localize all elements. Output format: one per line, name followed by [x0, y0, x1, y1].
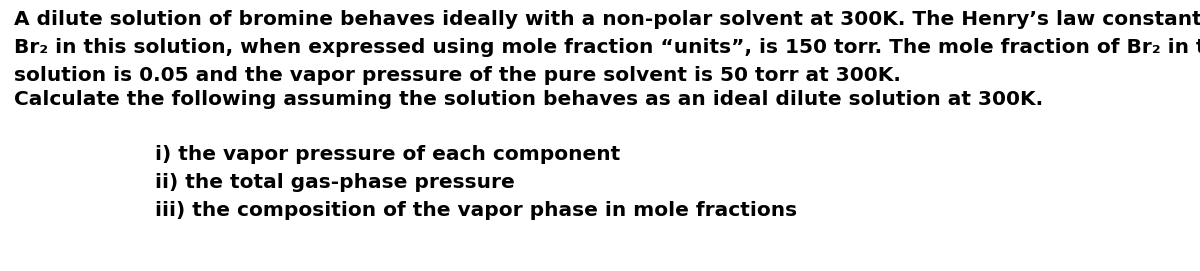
Text: iii) the composition of the vapor phase in mole fractions: iii) the composition of the vapor phase … [155, 201, 797, 220]
Text: ii) the total gas-phase pressure: ii) the total gas-phase pressure [155, 173, 515, 192]
Text: A dilute solution of bromine behaves ideally with a non-polar solvent at 300K. T: A dilute solution of bromine behaves ide… [14, 10, 1200, 29]
Text: Calculate the following assuming the solution behaves as an ideal dilute solutio: Calculate the following assuming the sol… [14, 90, 1043, 109]
Text: solution is 0.05 and the vapor pressure of the pure solvent is 50 torr at 300K.: solution is 0.05 and the vapor pressure … [14, 66, 901, 85]
Text: Br₂ in this solution, when expressed using mole fraction “units”, is 150 torr. T: Br₂ in this solution, when expressed usi… [14, 38, 1200, 57]
Text: i) the vapor pressure of each component: i) the vapor pressure of each component [155, 145, 620, 164]
